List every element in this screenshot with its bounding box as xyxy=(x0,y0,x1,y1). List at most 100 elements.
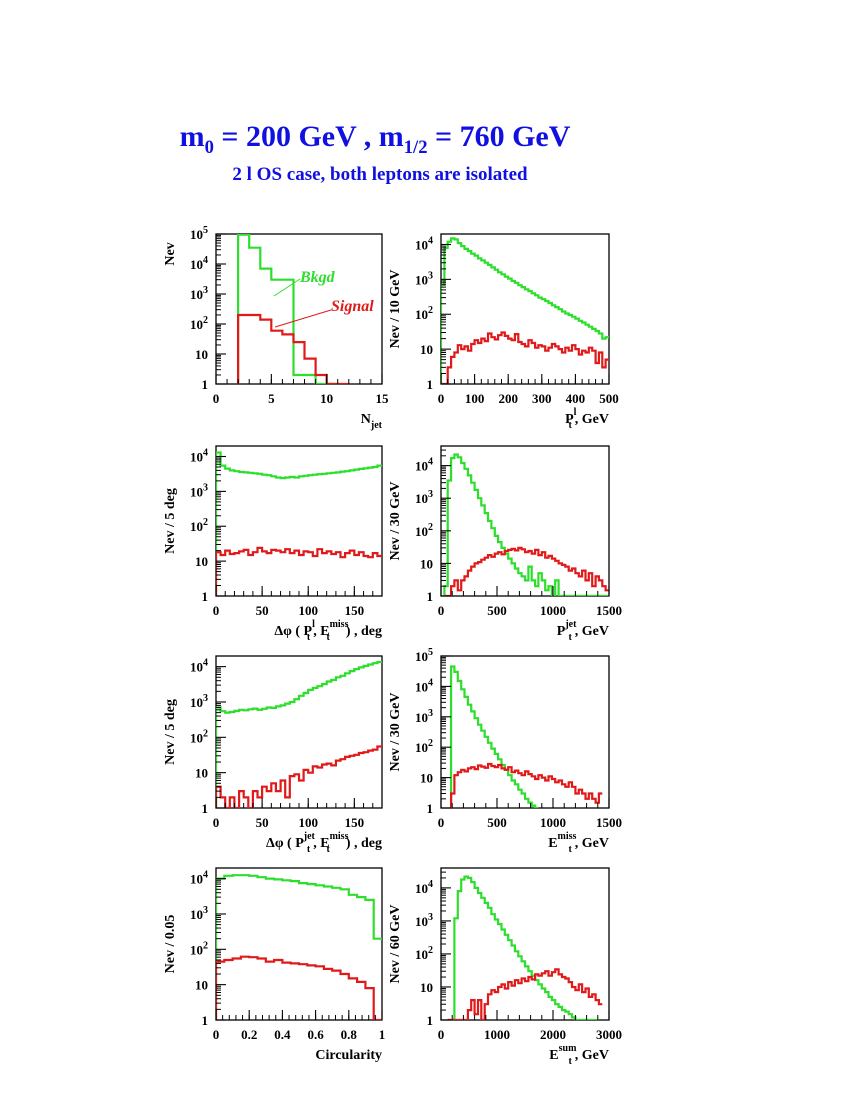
x-tick-label: 1000 xyxy=(484,1027,510,1042)
x-tick-label: 400 xyxy=(566,391,586,406)
series-bkgd xyxy=(441,237,609,384)
series-signal xyxy=(447,968,603,1020)
x-axis-label: Δφ ( Pjet t, Emiss t) , deg xyxy=(266,831,382,855)
y-tick-label: 102 xyxy=(415,305,433,322)
series-bkgd xyxy=(216,874,382,1020)
y-tick-label: 10 xyxy=(420,771,433,786)
x-tick-label: 0.4 xyxy=(274,1027,291,1042)
x-tick-label: 0 xyxy=(213,815,220,830)
y-tick-label: 1 xyxy=(202,589,209,604)
y-tick-label: 103 xyxy=(190,482,208,499)
x-tick-label: 2000 xyxy=(540,1027,566,1042)
y-tick-label: 103 xyxy=(415,270,433,287)
y-tick-label: 104 xyxy=(190,658,208,675)
x-tick-label: 0 xyxy=(438,815,445,830)
x-tick-label: 150 xyxy=(345,603,365,618)
y-tick-label: 105 xyxy=(415,647,433,664)
y-tick-label: 103 xyxy=(190,905,208,922)
x-axis-label: Emiss t, GeV xyxy=(548,831,609,855)
series-signal xyxy=(216,546,382,596)
y-tick-label: 103 xyxy=(190,693,208,710)
x-tick-label: 0 xyxy=(213,391,220,406)
page-subtitle: 2 l OS case, both leptons are isolated xyxy=(232,164,528,185)
x-tick-label: 0 xyxy=(438,391,445,406)
x-tick-label: 3000 xyxy=(596,1027,622,1042)
y-tick-label: 1 xyxy=(202,1013,209,1028)
y-tick-label: 102 xyxy=(415,945,433,962)
y-tick-label: 103 xyxy=(190,285,208,302)
series-bkgd xyxy=(216,451,382,596)
y-axis-label: Nev / 30 GeV xyxy=(388,482,403,561)
histogram-panel-5: 1 10 102 103 104 0 50 100 150 Nev / 5 deg Δφ ( Pje… xyxy=(163,655,383,855)
y-tick-label: 102 xyxy=(415,522,433,539)
legend-signal: Signal xyxy=(331,298,374,315)
x-tick-label: 1500 xyxy=(596,815,622,830)
y-tick-label: 10 xyxy=(420,556,433,571)
y-axis-label: Nev / 30 GeV xyxy=(388,693,403,772)
x-tick-label: 300 xyxy=(532,391,552,406)
y-tick-label: 1 xyxy=(427,801,434,816)
y-tick-label: 103 xyxy=(415,489,433,506)
legend-signal-arrow xyxy=(274,309,332,328)
series-signal xyxy=(216,745,382,808)
x-axis-label: Pl t, GeV xyxy=(565,407,609,431)
series-signal xyxy=(444,546,609,596)
y-tick-label: 105 xyxy=(190,225,208,242)
plot-frame xyxy=(440,867,610,1021)
y-axis-label: Nev xyxy=(163,242,178,265)
y-tick-label: 104 xyxy=(415,677,433,694)
x-tick-label: 0.6 xyxy=(307,1027,324,1042)
y-axis-label: Nev / 60 GeV xyxy=(388,905,403,984)
x-tick-label: 1500 xyxy=(596,603,622,618)
x-axis-label: Δφ ( Pl t, Emiss t) , deg xyxy=(274,619,382,643)
histogram-panel-3: 1 10 102 103 104 0 50 100 150 Nev / 5 deg Δφ ( Pl t… xyxy=(163,445,383,643)
series-bkgd xyxy=(447,875,599,1020)
y-tick-label: 102 xyxy=(190,940,208,957)
x-tick-label: 50 xyxy=(256,603,269,618)
series-bkgd xyxy=(237,234,338,384)
x-tick-label: 1 xyxy=(379,1027,386,1042)
x-axis-label: Pjet t, GeV xyxy=(557,619,609,643)
y-tick-label: 10 xyxy=(195,554,208,569)
series-signal xyxy=(441,331,609,384)
y-tick-label: 102 xyxy=(415,738,433,755)
y-tick-label: 104 xyxy=(190,255,208,272)
y-tick-label: 104 xyxy=(190,870,208,887)
x-tick-label: 100 xyxy=(298,815,318,830)
y-tick-label: 102 xyxy=(190,517,208,534)
y-axis-label: Nev / 0.05 xyxy=(163,915,178,974)
y-tick-label: 10 xyxy=(420,980,433,995)
x-axis-label: Njet xyxy=(361,412,383,431)
x-tick-label: 1000 xyxy=(540,815,566,830)
y-tick-label: 1 xyxy=(202,377,209,392)
x-tick-label: 100 xyxy=(298,603,318,618)
series-bkgd xyxy=(450,665,539,808)
series-bkgd xyxy=(443,453,609,596)
y-tick-label: 10 xyxy=(195,978,208,993)
series-signal xyxy=(450,762,603,808)
y-tick-label: 102 xyxy=(190,728,208,745)
y-tick-label: 102 xyxy=(190,315,208,332)
x-tick-label: 5 xyxy=(268,391,275,406)
x-tick-label: 150 xyxy=(345,815,365,830)
plot-frame xyxy=(215,867,383,1021)
histogram-panel-7: 1 10 102 103 104 0 0.2 0.4 0.6 0.8 1 Nev / 0.05 Circ… xyxy=(163,867,386,1063)
page-title: m0 = 200 GeV , m1/2 = 760 GeV xyxy=(179,120,571,158)
y-tick-label: 103 xyxy=(415,912,433,929)
y-tick-label: 10 xyxy=(420,342,433,357)
series-bkgd xyxy=(216,660,382,808)
y-tick-label: 104 xyxy=(415,235,433,252)
y-tick-label: 1 xyxy=(427,1013,434,1028)
y-tick-label: 10 xyxy=(195,766,208,781)
y-tick-label: 1 xyxy=(202,801,209,816)
x-tick-label: 0 xyxy=(213,603,220,618)
y-tick-label: 103 xyxy=(415,708,433,725)
y-tick-label: 104 xyxy=(190,447,208,464)
y-axis-label: Nev / 10 GeV xyxy=(388,270,403,349)
x-axis-label: Esum t, GeV xyxy=(549,1043,609,1067)
plot-frame xyxy=(440,233,610,385)
x-tick-label: 50 xyxy=(256,815,269,830)
x-tick-label: 500 xyxy=(487,603,507,618)
y-tick-label: 10 xyxy=(195,347,208,362)
